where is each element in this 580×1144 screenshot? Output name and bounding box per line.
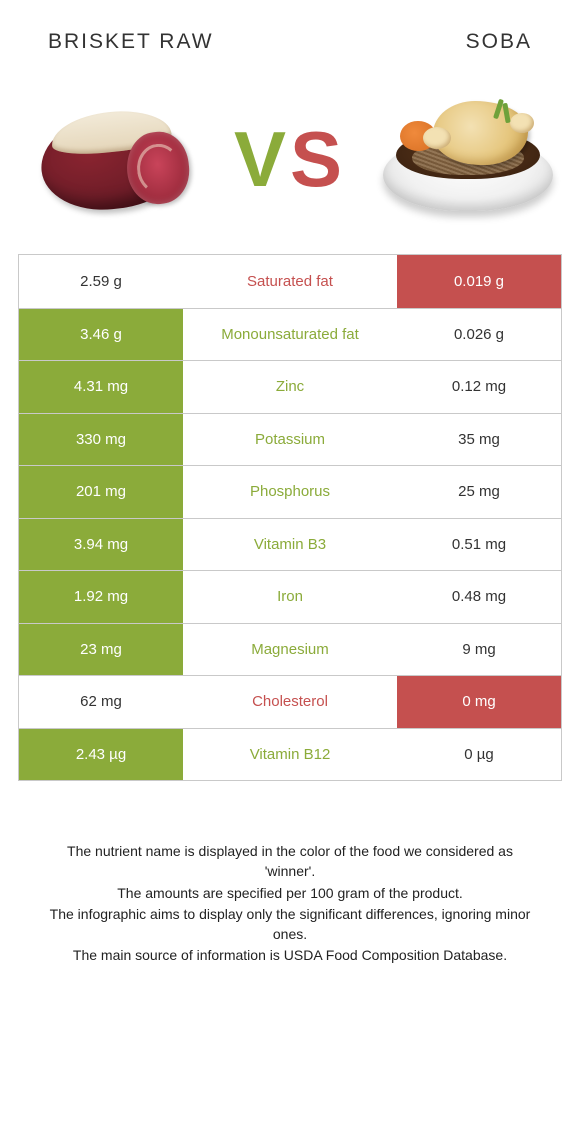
- soba-image: [375, 94, 560, 224]
- table-row: 2.59 gSaturated fat0.019 g: [19, 255, 561, 308]
- footnotes: The nutrient name is displayed in the co…: [18, 781, 562, 966]
- brisket-value: 2.43 µg: [19, 729, 183, 781]
- vs-v: V: [234, 115, 290, 203]
- brisket-value: 2.59 g: [19, 255, 183, 308]
- brisket-value: 3.46 g: [19, 309, 183, 361]
- title-row: BRISKET RAW SOBA: [18, 20, 562, 74]
- table-row: 3.94 mgVitamin B30.51 mg: [19, 518, 561, 571]
- table-row: 62 mgCholesterol0 mg: [19, 675, 561, 728]
- soba-value: 0 mg: [397, 676, 561, 728]
- table-row: 1.92 mgIron0.48 mg: [19, 570, 561, 623]
- footnote-line: The nutrient name is displayed in the co…: [40, 841, 540, 882]
- brisket-value: 4.31 mg: [19, 361, 183, 413]
- table-row: 201 mgPhosphorus25 mg: [19, 465, 561, 518]
- brisket-value: 201 mg: [19, 466, 183, 518]
- brisket-value: 62 mg: [19, 676, 183, 728]
- soba-value: 0.019 g: [397, 255, 561, 308]
- title-soba: SOBA: [466, 30, 532, 54]
- footnote-line: The amounts are specified per 100 gram o…: [40, 883, 540, 903]
- table-row: 4.31 mgZinc0.12 mg: [19, 360, 561, 413]
- nutrient-name: Zinc: [183, 361, 397, 413]
- brisket-value: 1.92 mg: [19, 571, 183, 623]
- nutrient-name: Iron: [183, 571, 397, 623]
- table-row: 330 mgPotassium35 mg: [19, 413, 561, 466]
- nutrient-name: Potassium: [183, 414, 397, 466]
- soba-value: 0.48 mg: [397, 571, 561, 623]
- brisket-value: 23 mg: [19, 624, 183, 676]
- nutrient-name: Vitamin B3: [183, 519, 397, 571]
- soba-value: 25 mg: [397, 466, 561, 518]
- brisket-value: 3.94 mg: [19, 519, 183, 571]
- vs-label: VS: [234, 114, 346, 205]
- nutrient-name: Magnesium: [183, 624, 397, 676]
- nutrient-name: Monounsaturated fat: [183, 309, 397, 361]
- table-row: 23 mgMagnesium9 mg: [19, 623, 561, 676]
- vs-s: S: [290, 115, 346, 203]
- nutrient-name: Saturated fat: [183, 255, 397, 308]
- soba-value: 0 µg: [397, 729, 561, 781]
- table-row: 2.43 µgVitamin B120 µg: [19, 728, 561, 781]
- soba-value: 35 mg: [397, 414, 561, 466]
- brisket-value: 330 mg: [19, 414, 183, 466]
- nutrient-name: Cholesterol: [183, 676, 397, 728]
- nutrient-name: Vitamin B12: [183, 729, 397, 781]
- soba-value: 0.026 g: [397, 309, 561, 361]
- nutrient-name: Phosphorus: [183, 466, 397, 518]
- infographic-container: BRISKET RAW SOBA VS 2.59 gSat: [0, 0, 580, 966]
- soba-value: 9 mg: [397, 624, 561, 676]
- nutrient-table: 2.59 gSaturated fat0.019 g3.46 gMonounsa…: [18, 254, 562, 781]
- footnote-line: The main source of information is USDA F…: [40, 945, 540, 965]
- hero-row: VS: [18, 74, 562, 254]
- footnote-line: The infographic aims to display only the…: [40, 904, 540, 945]
- title-brisket: BRISKET RAW: [48, 30, 214, 54]
- soba-value: 0.12 mg: [397, 361, 561, 413]
- soba-value: 0.51 mg: [397, 519, 561, 571]
- brisket-image: [20, 94, 205, 224]
- table-row: 3.46 gMonounsaturated fat0.026 g: [19, 308, 561, 361]
